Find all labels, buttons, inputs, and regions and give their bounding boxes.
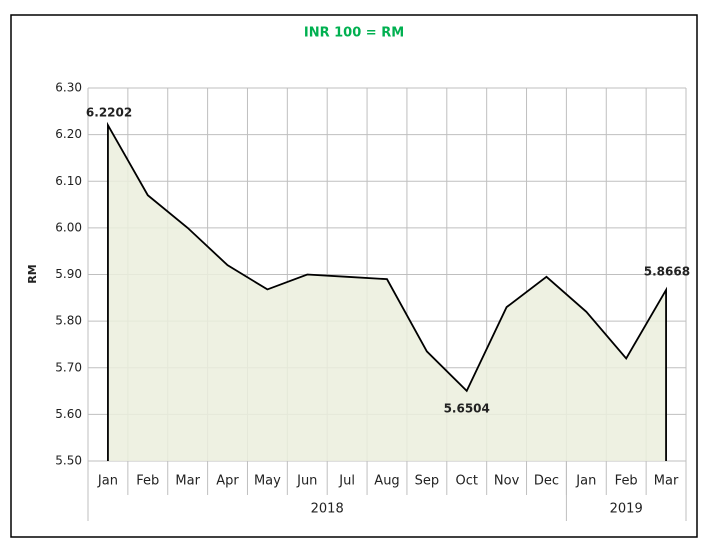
y-tick-label: 5.80 <box>55 314 82 328</box>
y-tick-label: 6.00 <box>55 220 82 234</box>
line <box>107 121 667 461</box>
x-tick-label: Aug <box>374 474 399 489</box>
x-tick-label: Apr <box>216 474 239 489</box>
y-tick-label: 5.60 <box>55 407 82 421</box>
x-tick-label: Feb <box>136 474 159 489</box>
chart-subtitle: INR 100 = RM <box>304 26 404 41</box>
x-tick-label: Mar <box>654 474 679 489</box>
x-tick-label: Feb <box>615 474 638 489</box>
data-label: 6.2202 <box>86 106 132 120</box>
data-label: 5.8668 <box>644 264 690 278</box>
x-tick-label: Jan <box>97 474 118 489</box>
x-tick-label: Dec <box>534 474 559 489</box>
y-tick-label: 6.30 <box>55 81 82 95</box>
y-tick-label: 5.70 <box>55 360 82 374</box>
group-label: 2019 <box>610 502 643 517</box>
y-tick-label: 6.20 <box>55 127 82 141</box>
x-tick-label: Nov <box>494 474 520 489</box>
y-axis-label: RM <box>26 264 39 283</box>
x-tick-label: Mar <box>175 474 200 489</box>
x-tick-label: Jul <box>338 474 355 489</box>
y-tick-label: 6.10 <box>55 174 82 188</box>
group-label: 2018 <box>311 502 344 517</box>
x-tick-label: Sep <box>415 474 440 489</box>
x-tick-label: Jan <box>575 474 596 489</box>
x-tick-label: Oct <box>455 474 477 489</box>
area <box>107 125 667 461</box>
y-tick-label: 5.90 <box>55 267 82 281</box>
y-tick-label: 5.50 <box>55 454 82 468</box>
x-tick-label: Jun <box>296 474 317 489</box>
x-tick-label: May <box>254 474 281 489</box>
data-label: 5.6504 <box>444 401 490 415</box>
